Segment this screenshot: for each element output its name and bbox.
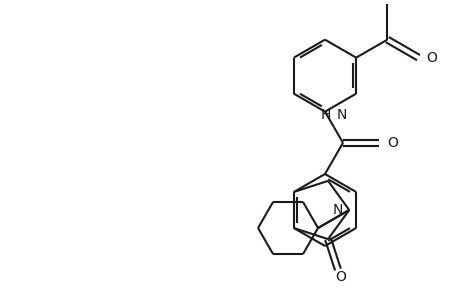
Text: O: O	[334, 270, 345, 284]
Text: O: O	[425, 51, 437, 64]
Text: H: H	[320, 108, 330, 122]
Text: N: N	[336, 108, 347, 122]
Text: N: N	[332, 203, 342, 217]
Text: O: O	[386, 136, 397, 150]
